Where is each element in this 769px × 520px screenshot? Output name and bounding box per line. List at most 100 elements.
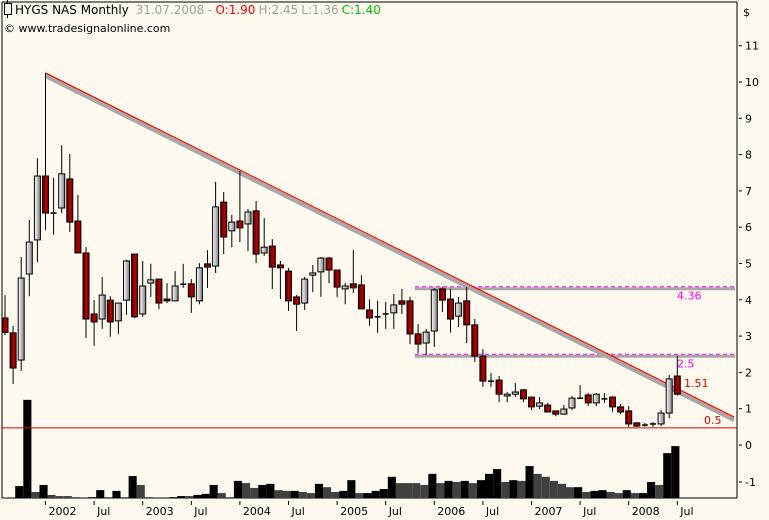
- candle-body-up: [228, 221, 236, 232]
- high-value: H:2.45: [258, 3, 299, 17]
- candle: [33, 158, 41, 263]
- volume-bar: [638, 493, 647, 498]
- candle: [488, 373, 494, 387]
- candle: [268, 239, 276, 289]
- volume-bar: [185, 496, 194, 498]
- candle: [309, 264, 317, 293]
- candle: [438, 287, 446, 313]
- candle: [82, 247, 90, 338]
- candle: [382, 301, 389, 329]
- candle: [163, 283, 171, 304]
- volume-bar: [63, 496, 72, 498]
- candle: [601, 393, 608, 403]
- candle: [139, 260, 147, 317]
- candle-body-up: [123, 260, 130, 301]
- candle: [511, 382, 519, 398]
- candle: [301, 276, 309, 310]
- candle: [374, 300, 381, 333]
- candle: [390, 293, 398, 329]
- candle: [577, 385, 584, 399]
- candle-body-up: [511, 391, 519, 395]
- candle: [195, 263, 203, 305]
- candle-body-down: [463, 300, 471, 326]
- candle: [285, 267, 292, 312]
- candle: [1, 295, 9, 336]
- candle-body-down: [82, 252, 90, 320]
- candle-body-up: [244, 211, 252, 225]
- x-tick-label: Jul: [582, 505, 596, 518]
- candle-body-down: [366, 309, 373, 319]
- volume-bar: [274, 490, 283, 498]
- candle: [544, 402, 552, 413]
- candle-body-down: [528, 396, 535, 408]
- volume-bar: [96, 490, 105, 498]
- volume-bar: [201, 493, 210, 498]
- candle-body-down: [9, 332, 17, 369]
- candle: [552, 410, 560, 417]
- volume-bar: [104, 497, 113, 498]
- volume-bar: [225, 497, 234, 498]
- volume-bar: [31, 491, 40, 498]
- volume-bar: [395, 483, 404, 498]
- volume-bar: [501, 482, 510, 498]
- volume-bar: [298, 491, 307, 498]
- volume-bar: [428, 473, 437, 498]
- volume-bar: [15, 486, 24, 498]
- volume-bar: [622, 490, 631, 498]
- volume-bar: [55, 496, 64, 498]
- volume-bar: [339, 490, 348, 498]
- candle-body-up: [503, 393, 511, 397]
- candle: [66, 153, 74, 232]
- candle-body-down: [471, 324, 479, 357]
- y-tick-label: 10: [745, 76, 759, 89]
- candle-body-down: [609, 396, 616, 408]
- candle: [633, 422, 641, 427]
- volume-bar: [517, 480, 526, 498]
- candle-body-down: [131, 253, 139, 318]
- candle: [42, 72, 49, 231]
- candle: [204, 250, 211, 288]
- x-tick-label: Jul: [291, 505, 305, 518]
- volume-bar: [379, 489, 388, 498]
- candle: [673, 356, 681, 396]
- candle-body-up: [139, 285, 147, 315]
- candle-body-down: [66, 178, 74, 223]
- candle: [17, 256, 25, 371]
- candle-body-up: [309, 272, 317, 276]
- x-tick-label: Jul: [388, 505, 402, 518]
- candle-body-up: [592, 393, 600, 404]
- candle: [50, 177, 57, 235]
- candle: [341, 283, 349, 305]
- y-tick-label: 6: [745, 221, 752, 234]
- candle-body-down: [633, 422, 641, 427]
- candle: [236, 170, 244, 243]
- candle-body-up: [195, 267, 203, 302]
- candle-body-up: [657, 412, 665, 425]
- candle: [9, 325, 17, 385]
- volume-bar: [468, 483, 477, 498]
- volume-bar: [250, 487, 259, 498]
- volume-bar: [493, 469, 502, 498]
- candle: [536, 397, 544, 410]
- candle: [657, 410, 665, 427]
- x-tick-label: Jul: [193, 505, 207, 518]
- volume-bar: [525, 466, 534, 498]
- close-value: C:1.40: [341, 3, 381, 17]
- volume-bar: [306, 493, 315, 498]
- candle-body-down: [42, 175, 49, 214]
- candle: [665, 374, 673, 419]
- currency-label: $: [743, 6, 750, 19]
- candle: [228, 214, 236, 248]
- candle-body-down: [268, 245, 276, 268]
- candle: [317, 256, 325, 297]
- candle-body-down: [495, 379, 503, 395]
- candle-body-down: [220, 201, 228, 238]
- candle: [147, 263, 155, 297]
- volume-bar: [647, 482, 656, 498]
- candle-body-down: [106, 299, 114, 323]
- candle-body-up: [455, 302, 463, 317]
- y-tick-label: 9: [745, 112, 752, 125]
- candle-body-down: [625, 410, 633, 425]
- candle: [414, 324, 422, 354]
